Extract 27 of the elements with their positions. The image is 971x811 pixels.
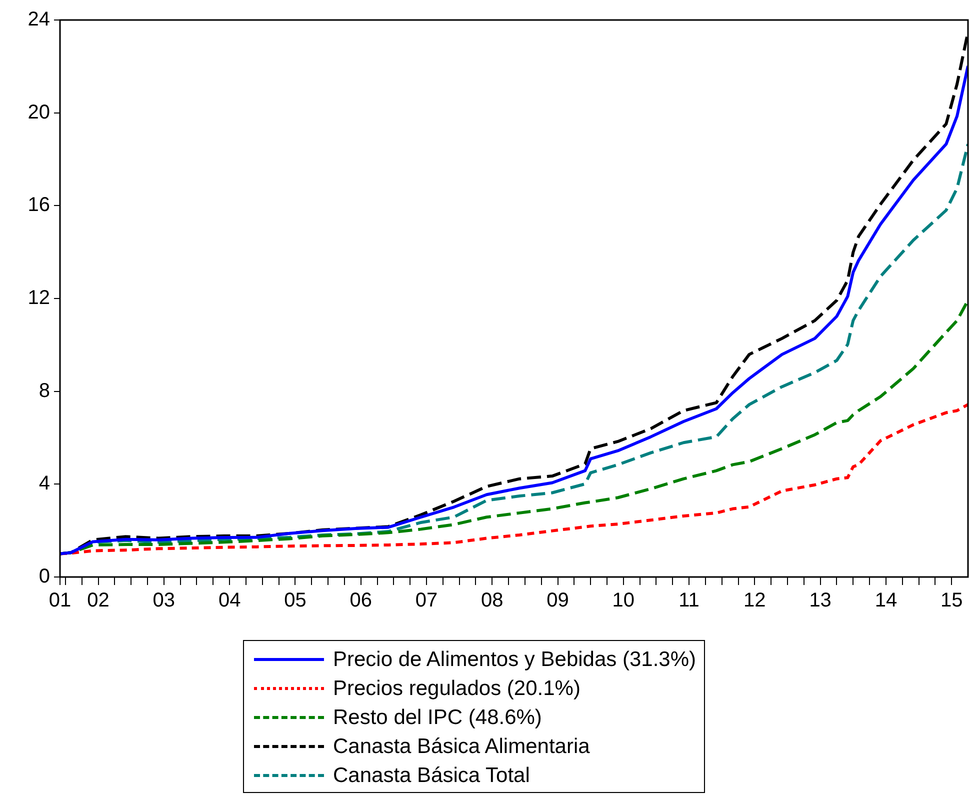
- x-tick-label: 07: [415, 590, 438, 612]
- x-tick-label: 04: [218, 590, 241, 612]
- x-tick-label: 15: [940, 590, 963, 612]
- legend-label: Canasta Básica Alimentaria: [333, 734, 590, 758]
- x-tick-label: 08: [480, 590, 504, 612]
- legend-label: Resto del IPC (48.6%): [333, 706, 542, 730]
- y-tick-label: 0: [38, 566, 50, 588]
- y-tick-label: 16: [28, 194, 50, 216]
- legend-label: Precios regulados (20.1%): [333, 676, 580, 700]
- x-tick-label: 10: [612, 590, 635, 612]
- x-tick-label: 13: [809, 590, 832, 612]
- y-tick-label: 4: [38, 472, 50, 495]
- x-tick-label: 11: [678, 590, 700, 612]
- x-tick-label: 09: [546, 590, 569, 612]
- legend-label: Canasta Básica Total: [333, 764, 530, 788]
- y-tick-label: 24: [28, 8, 50, 31]
- legend-label: Precio de Alimentos y Bebidas (31.3%): [333, 648, 696, 672]
- x-tick-label: 06: [350, 590, 372, 612]
- x-tick-label: 03: [152, 590, 176, 612]
- y-tick-label: 8: [38, 380, 50, 402]
- x-tick-label: 05: [284, 590, 306, 612]
- x-tick-label: 02: [87, 590, 110, 612]
- y-tick-label: 12: [28, 287, 50, 310]
- x-tick-label: 14: [874, 590, 898, 612]
- x-tick-label: 12: [744, 590, 766, 612]
- y-tick-label: 20: [28, 101, 50, 124]
- x-tick-label: 01: [48, 590, 72, 612]
